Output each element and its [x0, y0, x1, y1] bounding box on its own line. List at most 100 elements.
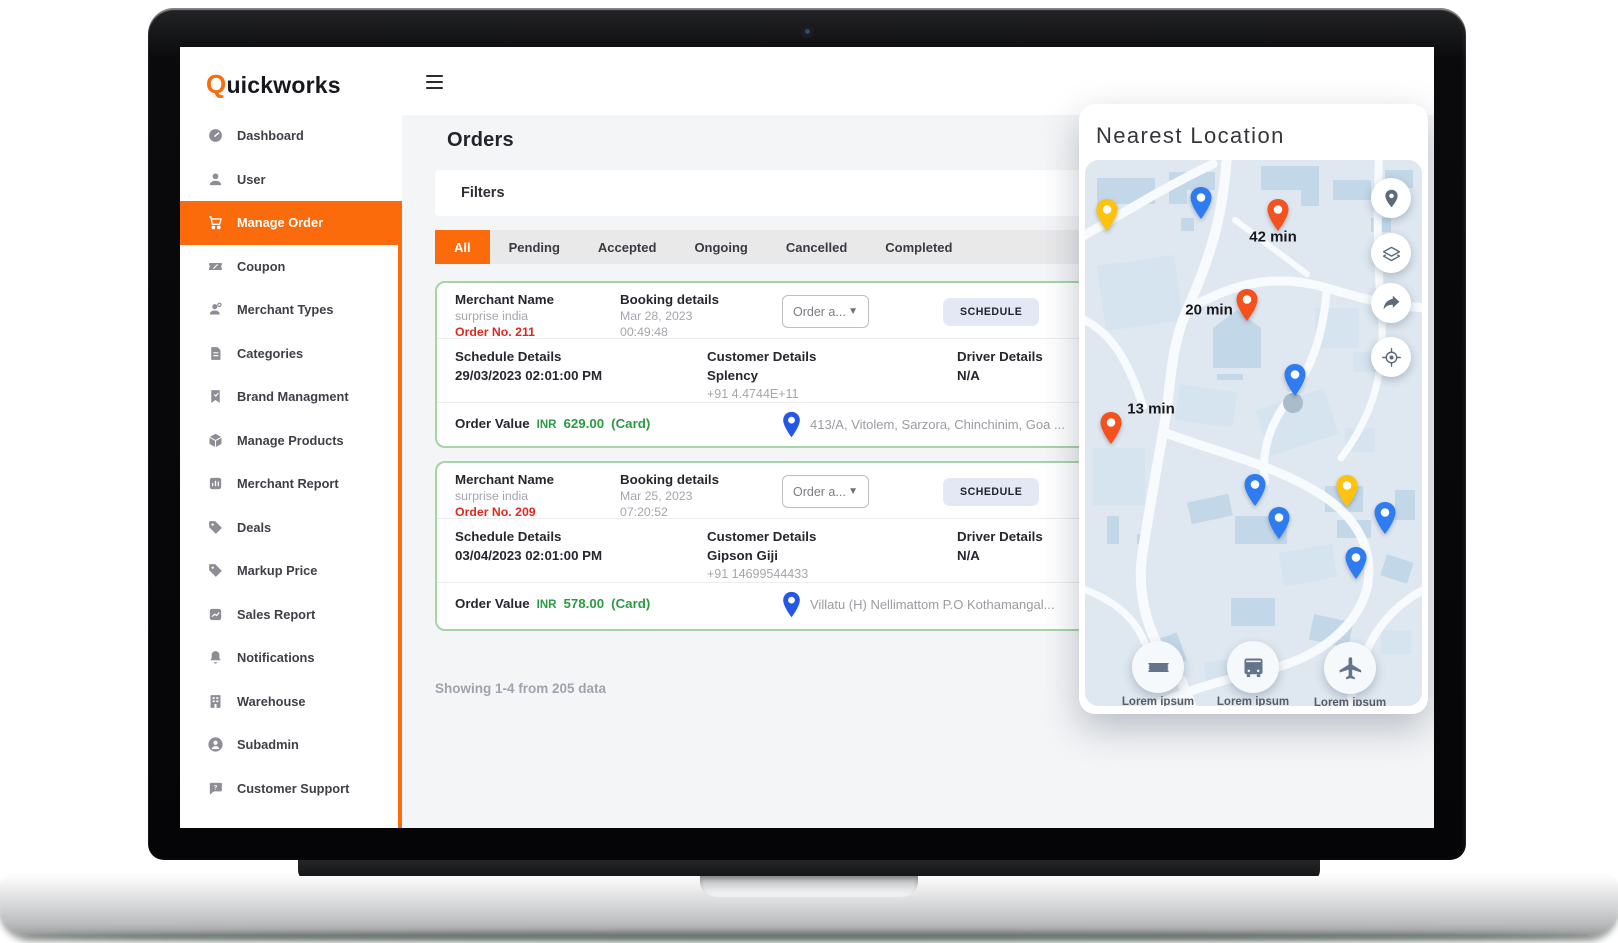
sidebar-item-manage-order[interactable]: Manage Order: [180, 201, 402, 245]
sidebar-item-label: Coupon: [237, 258, 286, 274]
sidebar-item-merchant-report[interactable]: Merchant Report: [180, 462, 402, 506]
sidebar-item-markup-price[interactable]: Markup Price: [180, 549, 402, 593]
transit-button-plane[interactable]: [1324, 642, 1376, 694]
document-icon: [207, 345, 224, 362]
sidebar-item-merchant-types[interactable]: Merchant Types: [180, 288, 402, 332]
ticket2-icon: [1145, 654, 1172, 681]
sidebar-item-label: Merchant Report: [237, 476, 339, 492]
orange-map-pin[interactable]: [1266, 198, 1290, 232]
yellow-map-pin[interactable]: [1095, 198, 1119, 232]
menu-icon[interactable]: [426, 75, 443, 92]
location-pin-icon: [783, 591, 800, 618]
merchant-label: Merchant Name: [455, 472, 555, 487]
bell-icon: [207, 649, 224, 666]
booking-date: Mar 25, 2023: [620, 488, 693, 503]
filters-label: Filters: [461, 185, 505, 201]
sidebar-item-label: Customer Support: [237, 780, 350, 796]
sidebar-item-coupon[interactable]: Coupon: [180, 245, 402, 289]
sidebar-item-brand-managment[interactable]: Brand Managment: [180, 375, 402, 419]
eta-label: 13 min: [1127, 400, 1175, 418]
transit-button-bus[interactable]: [1227, 641, 1279, 693]
sidebar-accent-line: [398, 205, 402, 828]
subadmin-icon: [207, 736, 224, 753]
tab-cancelled[interactable]: Cancelled: [785, 239, 848, 255]
order-value-line: Order Value INR 629.00 (Card): [455, 416, 651, 431]
orange-map-pin[interactable]: [1099, 411, 1123, 445]
booking-label: Booking details: [620, 472, 719, 487]
sidebar-item-manage-products[interactable]: Manage Products: [180, 419, 402, 463]
amount: 578.00: [563, 596, 605, 611]
nearest-location-panel: Nearest Location: [1079, 104, 1428, 714]
locate-icon: [1381, 347, 1402, 368]
plane-icon: [1337, 655, 1364, 682]
order-action-dropdown[interactable]: Order a... ▼: [782, 295, 869, 328]
building-icon: [207, 693, 224, 710]
gauge-icon: [207, 127, 224, 144]
tab-completed[interactable]: Completed: [885, 239, 953, 255]
blue-map-pin[interactable]: [1373, 501, 1397, 535]
delivery-address-line: Villatu (H) Nellimattom P.O Kothamangal.…: [782, 591, 1054, 618]
schedule-details-block: Schedule Details 03/04/2023 02:01:00 PM: [455, 529, 602, 565]
map-control-layers[interactable]: [1371, 233, 1411, 273]
merchant-label: Merchant Name: [455, 292, 555, 307]
sidebar-item-subadmin[interactable]: Subadmin: [180, 723, 402, 767]
box-icon: [207, 432, 224, 449]
sidebar-item-dashboard[interactable]: Dashboard: [180, 114, 402, 158]
tab-pending[interactable]: Pending: [508, 239, 560, 255]
sidebar-item-user[interactable]: User: [180, 158, 402, 202]
sidebar-item-customer-support[interactable]: ? Customer Support: [180, 767, 402, 811]
driver-details-block: Driver Details N/A: [957, 349, 1043, 385]
schedule-button[interactable]: SCHEDULE: [943, 298, 1040, 326]
sidebar-item-label: Brand Managment: [237, 389, 349, 405]
order-action-dropdown[interactable]: Order a... ▼: [782, 475, 869, 508]
orange-map-pin[interactable]: [1235, 288, 1259, 322]
sidebar-item-sales-report[interactable]: Sales Report: [180, 593, 402, 637]
tab-ongoing[interactable]: Ongoing: [694, 239, 748, 255]
blue-map-pin[interactable]: [1344, 546, 1368, 580]
sidebar-item-label: Markup Price: [237, 563, 318, 579]
eta-label: 42 min: [1249, 228, 1297, 246]
topbar: [402, 47, 1434, 115]
sidebar-item-notifications[interactable]: Notifications: [180, 636, 402, 680]
merchant-name: surprise india: [455, 488, 529, 503]
tab-all[interactable]: All: [435, 230, 490, 264]
sidebar-item-categories[interactable]: Categories: [180, 332, 402, 376]
booking-time: 07:20:52: [620, 504, 668, 519]
delivery-address: Villatu (H) Nellimattom P.O Kothamangal.…: [810, 597, 1055, 612]
blue-map-pin[interactable]: [1283, 363, 1307, 397]
map-control-share[interactable]: [1371, 283, 1411, 323]
map-control-locate[interactable]: [1371, 337, 1411, 377]
payment-method: (Card): [611, 596, 651, 611]
blue-map-pin[interactable]: [1189, 186, 1213, 220]
tag-icon: [207, 519, 224, 536]
share-icon: [1381, 293, 1402, 314]
blue-map-pin[interactable]: [1267, 506, 1291, 540]
driver-value: N/A: [957, 547, 980, 563]
customer-details-block: Customer Details Gipson Giji +91 1469954…: [707, 529, 816, 583]
transit-button-ticket[interactable]: [1132, 641, 1184, 693]
schedule-details-block: Schedule Details 29/03/2023 02:01:00 PM: [455, 349, 602, 385]
map[interactable]: 42 min 20 min 13 min Lorem ipsum Lorem ipsu…: [1085, 160, 1422, 706]
sidebar-item-label: Sales Report: [237, 606, 316, 622]
sidebar-item-warehouse[interactable]: Warehouse: [180, 680, 402, 724]
driver-value: N/A: [957, 367, 980, 383]
svg-text:?: ?: [214, 784, 218, 791]
cart-icon: [207, 214, 224, 231]
merchant-name: surprise india: [455, 308, 529, 323]
sidebar-menu: Dashboard User Manage Order Coupon Merchant …: [180, 114, 402, 810]
map-control-pin[interactable]: [1371, 178, 1411, 218]
schedule-button[interactable]: SCHEDULE: [943, 478, 1040, 506]
customer-phone: +91 4.4744E+11: [707, 386, 799, 401]
app-logo[interactable]: Quickworks: [180, 47, 402, 100]
payment-method: (Card): [611, 416, 651, 431]
tab-accepted[interactable]: Accepted: [597, 239, 657, 255]
pin-icon: [1381, 188, 1402, 209]
blue-map-pin[interactable]: [1243, 473, 1267, 507]
laptop-notch: [700, 876, 918, 897]
sidebar-item-deals[interactable]: Deals: [180, 506, 402, 550]
yellow-map-pin[interactable]: [1335, 474, 1359, 508]
amount: 629.00: [563, 416, 605, 431]
booking-date: Mar 28, 2023: [620, 308, 693, 323]
sidebar-item-label: User: [237, 171, 266, 187]
